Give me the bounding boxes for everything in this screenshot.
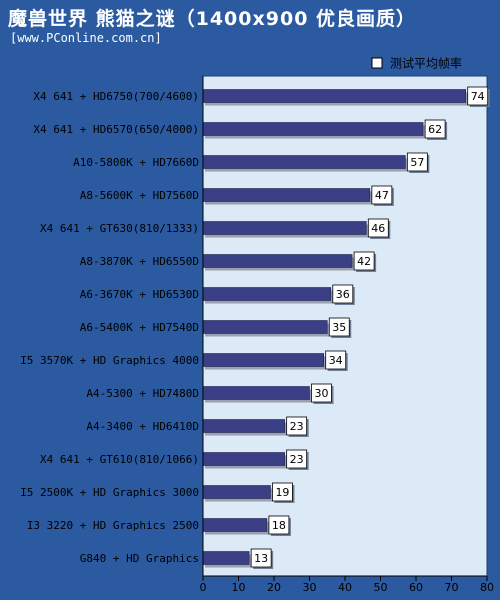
data-label: 23: [290, 453, 304, 466]
category-label: I5 3570K + HD Graphics 4000: [20, 354, 199, 367]
data-label-box: [268, 515, 290, 535]
data-label-box: [332, 284, 354, 304]
data-label-box: [424, 119, 446, 139]
data-label-box: [371, 185, 393, 205]
chart-title: 魔兽世界 熊猫之谜（1400x900 优良画质）: [8, 8, 417, 30]
bar: [202, 221, 367, 235]
data-label: 18: [272, 519, 286, 532]
data-label: 19: [275, 486, 289, 499]
x-tick-label: 30: [303, 581, 317, 594]
data-label-box: [353, 251, 375, 271]
data-label: 30: [315, 387, 329, 400]
data-label: 13: [254, 552, 268, 565]
x-tick-label: 20: [267, 581, 281, 594]
bars-group: X4 641 + HD6750(700/4600) 74 X4 641 + HD65…: [20, 86, 490, 569]
bar: [202, 551, 250, 565]
bar: [202, 254, 353, 268]
x-tick-label: 10: [232, 581, 246, 594]
bar: [202, 518, 268, 532]
category-label: A6-5400K + HD7540D: [80, 321, 199, 334]
data-label-box: [311, 383, 332, 403]
data-label: 34: [329, 354, 343, 367]
bar: [202, 452, 285, 466]
data-label-box: [367, 218, 389, 238]
category-label: A6-3670K + HD6530D: [80, 288, 199, 301]
category-label: X4 641 + GT630(810/1333): [40, 222, 199, 235]
category-label: A4-3400 + HD6410D: [86, 420, 199, 433]
legend-label: 测试平均帧率: [390, 56, 462, 71]
bar: [202, 287, 332, 301]
bar: [202, 89, 467, 103]
x-tick-label: 40: [338, 581, 352, 594]
category-label: I3 3220 + HD Graphics 2500: [27, 519, 199, 532]
data-label-box: [250, 548, 272, 568]
x-tick-label: 50: [374, 581, 388, 594]
data-label: 62: [428, 123, 442, 136]
x-tick-label: 0: [200, 581, 207, 594]
data-label: 36: [336, 288, 350, 301]
bar: [202, 353, 324, 367]
x-tick-label: 80: [480, 581, 494, 594]
category-label: I5 2500K + HD Graphics 3000: [20, 486, 199, 499]
data-label: 35: [332, 321, 346, 334]
data-label: 74: [471, 90, 485, 103]
category-label: A10-5800K + HD7660D: [73, 156, 199, 169]
category-label: X4 641 + GT610(810/1066): [40, 453, 199, 466]
data-label: 47: [375, 189, 389, 202]
data-label-box: [328, 317, 350, 337]
category-label: G840 + HD Graphics: [80, 552, 199, 565]
x-axis: 0 10 20 30 40 50 60 70 80: [200, 76, 494, 594]
category-label: A8-3870K + HD6550D: [80, 255, 199, 268]
x-tick-label: 60: [409, 581, 423, 594]
data-label: 23: [290, 420, 304, 433]
data-label-box: [467, 86, 489, 106]
bar: [202, 188, 371, 202]
data-label-box: [325, 350, 347, 370]
bar: [202, 386, 310, 400]
bar: [202, 485, 271, 499]
data-label-box: [272, 482, 293, 502]
legend: 测试平均帧率: [371, 56, 462, 71]
legend-swatch: [371, 57, 383, 69]
data-label-box: [406, 152, 428, 172]
category-label: A8-5600K + HD7560D: [80, 189, 199, 202]
category-label: X4 641 + HD6570(650/4000): [33, 123, 199, 136]
data-label-box: [286, 416, 308, 436]
source-url: [www.PConline.com.cn]: [10, 31, 162, 45]
data-label: 57: [410, 156, 424, 169]
data-label: 42: [357, 255, 371, 268]
bar: [202, 155, 406, 169]
bar: [202, 122, 424, 136]
category-label: A4-5300 + HD7480D: [86, 387, 199, 400]
category-label: X4 641 + HD6750(700/4600): [33, 90, 199, 103]
data-label-box: [286, 449, 308, 469]
x-tick-label: 70: [445, 581, 459, 594]
bar: [202, 320, 328, 334]
data-label: 46: [371, 222, 385, 235]
bar: [202, 419, 285, 433]
